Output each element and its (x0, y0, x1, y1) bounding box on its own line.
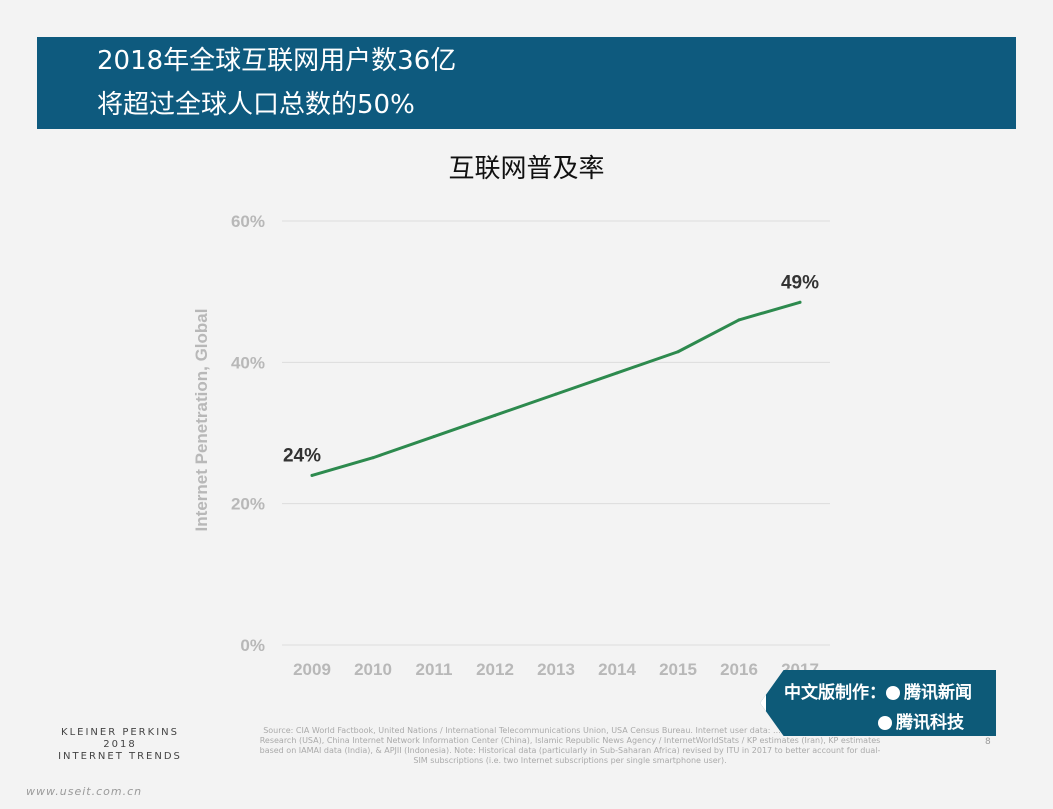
banner-line-1: 2018年全球互联网用户数36亿 (97, 46, 457, 76)
data-point (493, 413, 497, 417)
y-axis-label: Internet Penetration, Global (192, 309, 211, 532)
x-tick-label: 2009 (293, 660, 331, 679)
y-tick-label: 20% (231, 495, 265, 514)
data-label: 49% (781, 272, 819, 293)
watermark-url: www.useit.com.cn (26, 785, 143, 798)
credit-brand-2: 腾讯科技 (896, 713, 964, 733)
page-number: 8 (985, 737, 991, 747)
credit-label: 中文版制作： (784, 683, 886, 703)
source-note: Source: CIA World Factbook, United Natio… (259, 726, 881, 765)
x-tick-label: 2014 (598, 660, 636, 679)
credit-row-2: 腾讯科技 (878, 708, 964, 733)
x-tick-label: 2013 (537, 660, 575, 679)
data-point (554, 392, 558, 396)
x-tick-label: 2016 (720, 660, 758, 679)
brand-line-1: KLEINER PERKINS (61, 727, 179, 738)
credit-row-1: 中文版制作： 腾讯新闻 (784, 678, 972, 703)
data-point (310, 473, 314, 477)
chart-title: 互联网普及率 (448, 154, 605, 184)
y-tick-label: 40% (231, 353, 265, 372)
series-line (310, 300, 802, 477)
y-tick-label: 0% (240, 636, 265, 655)
data-point (737, 318, 741, 322)
credit-badge: 中文版制作： 腾讯新闻 腾讯科技 (760, 670, 996, 736)
data-label: 24% (283, 445, 321, 466)
tencent-logo-icon (886, 686, 900, 700)
data-point (432, 435, 436, 439)
brand-line-3: INTERNET TRENDS (58, 751, 182, 762)
x-tick-label: 2011 (416, 660, 453, 679)
credit-brand-1: 腾讯新闻 (904, 683, 972, 703)
x-tick-label: 2012 (476, 660, 514, 679)
tencent-logo-icon (878, 716, 892, 730)
data-point (371, 456, 375, 460)
title-banner: 2018年全球互联网用户数36亿 将超过全球人口总数的50% (37, 37, 1016, 129)
kleiner-perkins-logo: KLEINER PERKINS 2018 INTERNET TRENDS (40, 727, 200, 763)
brand-line-2: 2018 (103, 739, 137, 750)
data-point (615, 371, 619, 375)
x-tick-label: 2015 (659, 660, 697, 679)
x-tick-label: 2010 (354, 660, 392, 679)
data-point (676, 350, 680, 354)
y-tick-label: 60% (231, 212, 265, 231)
data-point (798, 300, 802, 304)
banner-line-2: 将超过全球人口总数的50% (97, 90, 415, 120)
